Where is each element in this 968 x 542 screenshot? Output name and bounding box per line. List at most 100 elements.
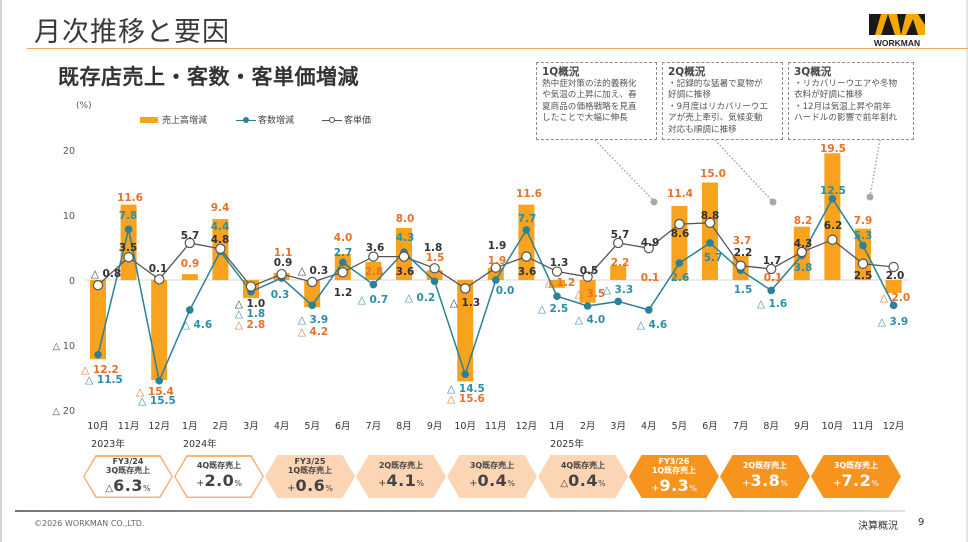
callout-connectors (594, 139, 881, 206)
unit-price-value-label: 0.1 (149, 263, 168, 275)
badge-sign: + (196, 477, 205, 489)
annotation-title: 1Q概況 (542, 66, 580, 78)
customer-count-value-label: 7.7 (518, 213, 537, 225)
unit-price-point (368, 251, 379, 262)
badge-unit: % (416, 478, 424, 488)
sales-bar (763, 279, 780, 281)
unit-price-point (153, 274, 165, 285)
badge-number: 3.8 (750, 470, 781, 490)
badge-caption: 2Q既存売上 (742, 461, 788, 471)
badge-unit: % (689, 483, 697, 493)
x-tick-label: 4月 (641, 421, 657, 432)
quarter-summary-badge: 4Q既存売上 △0.4% (538, 455, 628, 498)
x-tick-label: 7月 (733, 421, 749, 432)
x-tick-label: 11月 (485, 421, 507, 432)
badge-unit: % (780, 478, 788, 488)
unit-price-point (429, 263, 440, 274)
unit-price-point (551, 266, 563, 277)
badge-fill (721, 456, 809, 497)
badge-number: 0.6 (295, 475, 326, 495)
unit-price-point (92, 280, 104, 291)
badge-number: 6.3 (113, 475, 143, 495)
sales-value-label: 1.1 (274, 247, 293, 259)
badge-value: +4.1% (378, 472, 424, 492)
badge-value: △0.4% (560, 472, 605, 492)
badge-unit: % (234, 478, 242, 488)
sales-value-label: △ 12.2 (81, 364, 119, 376)
sales-bar (640, 279, 657, 281)
badge-fill (84, 456, 172, 497)
x-tick-label: 2月 (213, 421, 229, 432)
badge-value: +0.4% (469, 472, 515, 492)
y-tick-label: 10 (63, 211, 75, 222)
unit-price-value-label: △ 0.8 (91, 268, 121, 280)
badge-value: +0.6% (287, 477, 333, 497)
annotation-line: 好調に推移 (668, 90, 711, 101)
badge-caption: FY3/24 (112, 456, 144, 466)
badge-number: 2.0 (204, 470, 235, 490)
badge-sign: + (742, 477, 751, 489)
badge-unit: % (325, 483, 333, 493)
sales-value-label: 0.1 (641, 272, 660, 284)
sales-bar (549, 280, 565, 288)
unit-price-point (490, 262, 501, 273)
legend-line-dot-icon (236, 115, 256, 125)
badge-caption: 3Q既存売上 (833, 461, 879, 471)
customer-count-value-label: 4.4 (211, 221, 230, 233)
x-tick-label: 6月 (702, 421, 718, 432)
x-tick-label: 7月 (366, 421, 382, 432)
callout-connector-1q (594, 139, 655, 202)
sales-value-label: △ 3.5 (575, 288, 605, 300)
badge-content: 2Q既存売上 +3.8% (720, 455, 810, 498)
badge-content: 2Q既存売上 +4.1% (356, 455, 446, 498)
customer-count-point (461, 370, 470, 379)
unit-price-point (245, 281, 257, 292)
customer-count-point (828, 194, 837, 203)
badge-value: △6.3% (105, 477, 150, 497)
x-tick-label: 3月 (243, 421, 259, 432)
quarter-summary-badge: 3Q既存売上 +0.4% (447, 455, 537, 498)
customer-count-point (583, 302, 592, 310)
sales-bar (702, 182, 718, 280)
customer-count-value-label: 12.5 (820, 185, 846, 197)
annotation-2q: 2Q概況 ・記録的な猛暑で夏物が 好調に推移 ・9月度はリカバリーウエ アが売上… (662, 62, 783, 140)
sales-bar (90, 280, 106, 360)
unit-price-value-label: △ 0.3 (298, 265, 328, 277)
customer-count-value-label: △ 15.5 (138, 395, 176, 407)
customer-count-value-label: △ 14.5 (447, 383, 485, 395)
workman-logo: WORKMAN (866, 13, 928, 49)
x-tick-label: 6月 (335, 421, 351, 432)
quarter-summary-badge: FY3/26 1Q既存売上 +9.3% (629, 455, 719, 498)
annotation-1q: 1Q概況 熱中症対策の法的義務化 や気温の上昇に加え、春 夏商品の価格戦略を見直… (536, 62, 657, 140)
unit-price-point (215, 243, 226, 254)
x-tick-label: 9月 (427, 421, 443, 432)
quarter-summary-badge: FY3/24 3Q既存売上 △6.3% (83, 455, 173, 498)
legend-item-customers: 客数増減 (236, 113, 294, 126)
annotation-line: 夏商品の価格戦略を見直 (542, 101, 637, 112)
customer-count-value-label: 2.7 (334, 247, 353, 259)
x-tick-label: 12月 (516, 421, 538, 432)
badge-sign: + (833, 477, 842, 489)
unit-price-value-label: 5.7 (611, 229, 630, 241)
unit-price-value-label: 2.2 (734, 247, 753, 259)
badge-value: +9.3% (651, 477, 697, 497)
badge-fill (539, 456, 627, 497)
x-tick-label: 8月 (396, 421, 412, 432)
sales-value-label: 2.8 (365, 266, 384, 278)
unit-price-value-label: 0.9 (274, 257, 293, 269)
badge-fill (266, 456, 354, 497)
badge-caption: 3Q既存売上 (469, 461, 515, 471)
sales-value-label: 2.2 (611, 257, 630, 269)
sales-value-label: 15.0 (700, 168, 726, 180)
unit-price-value-label: 8.8 (701, 210, 720, 222)
callout-dot-2q (769, 198, 777, 206)
unit-price-point (766, 263, 777, 275)
badge-number: 7.2 (841, 470, 872, 490)
badge-number: 9.3 (659, 475, 690, 495)
sales-value-label: 7.9 (854, 215, 873, 227)
unit-price-value-label: 1.3 (550, 257, 569, 269)
badge-fill (175, 456, 263, 497)
annotation-line: ・リカバリーウエアや冬物 (794, 79, 898, 89)
y-tick-label: 20 (63, 146, 75, 157)
annotation-line: したことで大幅に伸長 (542, 113, 628, 124)
